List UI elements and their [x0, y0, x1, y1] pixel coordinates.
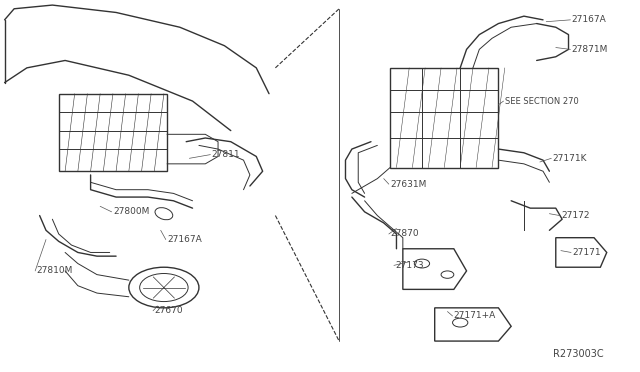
- Text: 27171: 27171: [572, 248, 601, 257]
- Text: 27811: 27811: [212, 150, 240, 159]
- Text: 27167A: 27167A: [167, 235, 202, 244]
- Text: SEE SECTION 270: SEE SECTION 270: [505, 97, 579, 106]
- Text: 27800M: 27800M: [113, 207, 149, 217]
- Text: R273003C: R273003C: [553, 349, 604, 359]
- Text: 27171+A: 27171+A: [454, 311, 496, 320]
- Text: 27871M: 27871M: [572, 45, 608, 54]
- Text: 27670: 27670: [154, 306, 183, 315]
- Text: 27167A: 27167A: [572, 15, 607, 24]
- Text: 27810M: 27810M: [36, 266, 73, 275]
- Text: 27870: 27870: [390, 230, 419, 238]
- Text: 27631M: 27631M: [390, 180, 426, 189]
- Text: 27172: 27172: [561, 211, 589, 220]
- Text: 27173: 27173: [395, 261, 424, 270]
- Text: 27171K: 27171K: [552, 154, 587, 163]
